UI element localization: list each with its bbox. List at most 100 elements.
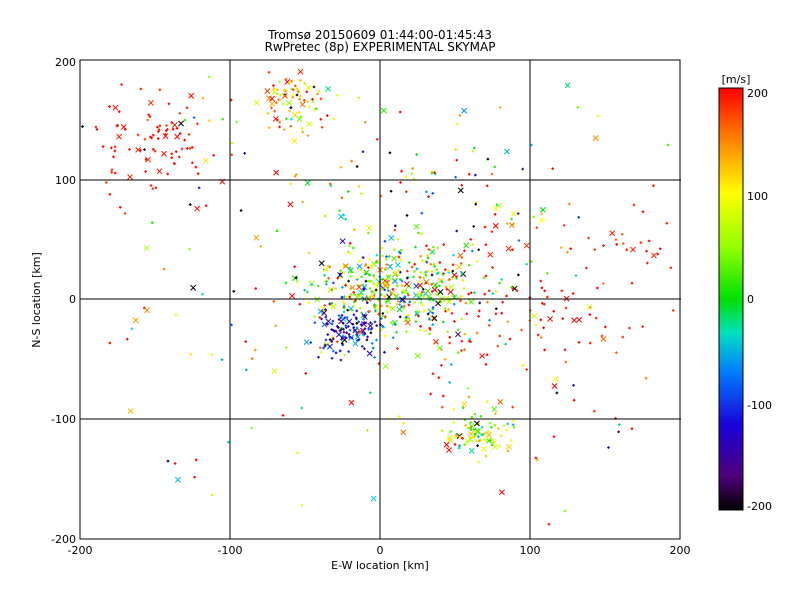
- data-point-+: [197, 186, 201, 190]
- data-point-x: [308, 280, 315, 287]
- data-point-+: [451, 294, 454, 297]
- x-axis-ticks: -200 -100 0 100 200: [68, 544, 691, 557]
- data-point-+: [487, 324, 491, 327]
- data-point-+: [348, 241, 352, 245]
- data-point-+: [407, 293, 410, 297]
- data-point-x: [389, 290, 396, 297]
- data-point-+: [607, 446, 610, 449]
- data-point-+: [405, 276, 409, 280]
- data-point-+: [418, 328, 422, 332]
- data-point-+: [172, 162, 176, 165]
- data-point-x: [366, 350, 373, 357]
- data-point-+: [413, 262, 416, 266]
- data-point-+: [416, 291, 420, 295]
- data-point-+: [546, 272, 549, 275]
- data-point-+: [283, 128, 286, 131]
- data-point-+: [340, 336, 344, 340]
- data-point-+: [291, 93, 295, 97]
- data-point-+: [369, 331, 373, 335]
- data-point-+: [369, 321, 372, 325]
- data-point-+: [381, 314, 384, 318]
- data-point-+: [346, 250, 350, 253]
- data-point-+: [415, 310, 419, 313]
- data-point-+: [324, 338, 328, 342]
- data-point-+: [448, 335, 452, 339]
- data-point-x: [404, 319, 411, 326]
- data-point-+: [170, 156, 174, 160]
- data-point-+: [375, 324, 378, 327]
- data-point-+: [330, 328, 333, 331]
- data-point-+: [387, 255, 391, 258]
- data-point-+: [452, 302, 456, 306]
- data-point-x: [457, 187, 464, 194]
- data-point-+: [381, 254, 385, 258]
- data-point-+: [468, 337, 472, 341]
- data-point-+: [375, 253, 379, 257]
- data-point-x: [347, 305, 354, 312]
- data-point-+: [192, 116, 196, 119]
- data-point-x: [467, 436, 474, 443]
- data-point-+: [446, 330, 450, 333]
- data-point-+: [671, 309, 675, 312]
- data-point-+: [328, 338, 332, 341]
- data-point-x: [391, 278, 398, 285]
- data-point-+: [415, 267, 419, 271]
- data-point-x: [457, 252, 464, 259]
- data-point-+: [486, 157, 490, 161]
- data-point-+: [457, 446, 461, 450]
- data-point-+: [419, 255, 422, 258]
- data-point-+: [342, 327, 345, 331]
- data-point-x: [485, 431, 492, 438]
- data-point-+: [319, 97, 323, 101]
- data-point-+: [405, 315, 408, 319]
- data-point-+: [561, 317, 565, 320]
- data-point-x: [314, 296, 321, 303]
- data-point-x: [576, 316, 583, 323]
- data-point-+: [530, 143, 533, 147]
- data-point-x: [468, 298, 475, 305]
- data-point-+: [498, 281, 501, 285]
- data-point-+: [148, 115, 152, 119]
- data-point-+: [443, 307, 447, 310]
- data-point-+: [454, 175, 457, 179]
- data-point-+: [357, 96, 361, 100]
- data-point-+: [306, 134, 310, 137]
- data-point-+: [188, 147, 192, 150]
- data-point-+: [452, 421, 456, 424]
- data-point-+: [516, 212, 520, 215]
- data-point-+: [293, 84, 297, 88]
- data-point-x: [448, 284, 455, 291]
- data-point-+: [374, 260, 378, 264]
- data-point-+: [477, 435, 480, 439]
- data-point-+: [473, 435, 476, 439]
- data-point-+: [324, 308, 327, 311]
- data-point-+: [364, 264, 367, 267]
- data-point-+: [210, 353, 213, 356]
- data-point-x: [388, 235, 395, 241]
- data-point-x: [467, 431, 474, 437]
- data-point-+: [373, 306, 376, 309]
- data-point-+: [136, 133, 140, 137]
- data-point-+: [461, 437, 464, 440]
- data-point-+: [367, 266, 370, 269]
- data-point-+: [646, 261, 649, 265]
- data-point-+: [330, 288, 334, 291]
- data-point-+: [340, 196, 344, 200]
- data-point-+: [467, 395, 471, 399]
- data-point-+: [384, 266, 388, 270]
- data-point-+: [152, 133, 155, 137]
- data-point-+: [460, 317, 464, 321]
- data-point-+: [281, 414, 285, 417]
- data-point-+: [272, 84, 275, 87]
- data-point-+: [162, 267, 166, 271]
- data-point-+: [441, 320, 445, 324]
- data-point-+: [358, 306, 362, 310]
- data-point-x: [174, 133, 181, 140]
- data-point-x: [171, 122, 178, 128]
- data-point-+: [618, 423, 621, 426]
- data-point-+: [418, 276, 422, 279]
- chart-subtitle: RwPretec (8p) EXPERIMENTAL SKYMAP: [265, 40, 496, 54]
- data-point-+: [393, 248, 396, 252]
- data-point-+: [351, 246, 355, 250]
- data-point-+: [417, 231, 420, 235]
